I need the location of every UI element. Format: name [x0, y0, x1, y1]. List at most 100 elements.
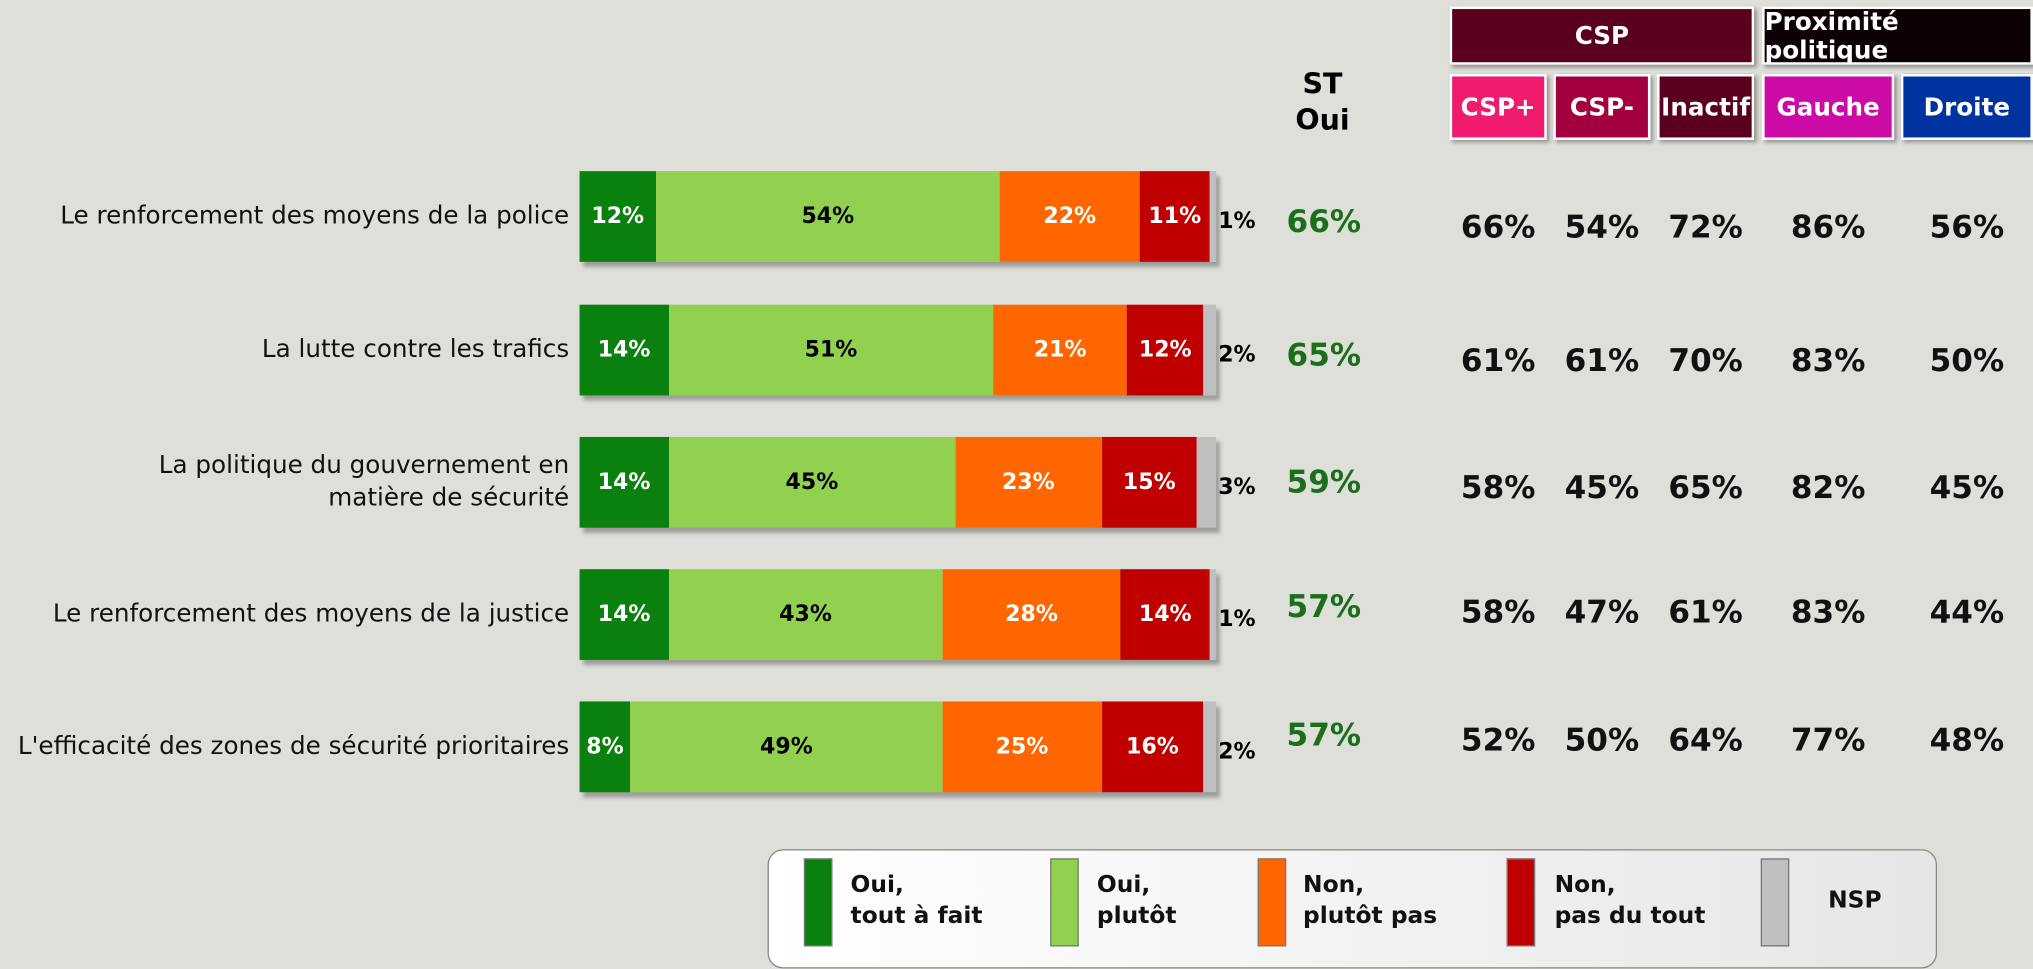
- table-value: 50%: [1929, 342, 2005, 379]
- value-label: 49%: [760, 733, 813, 760]
- column-header: CSP+: [1449, 73, 1547, 141]
- bar-segment: [630, 701, 943, 793]
- bar-segment: [668, 304, 994, 396]
- table-value: 56%: [1929, 208, 2005, 246]
- bar-segment: [1101, 701, 1204, 793]
- table-value: 64%: [1668, 722, 1743, 759]
- st-oui-header: ST Oui: [1295, 68, 1350, 138]
- bar-segment: [999, 171, 1140, 262]
- table-value: 66%: [1460, 208, 1536, 246]
- legend-swatch: [1506, 858, 1536, 947]
- table-value: 45%: [1564, 469, 1640, 506]
- row-label: Le renforcement des moyens de la justice: [52, 599, 570, 629]
- value-label: 16%: [1126, 733, 1179, 760]
- table-value: 58%: [1460, 469, 1536, 506]
- bar: [579, 436, 1217, 528]
- column-header: Droite: [1900, 73, 2033, 141]
- value-label: 15%: [1122, 469, 1176, 496]
- bar-segment: [1203, 304, 1217, 396]
- value-label: 12%: [1138, 337, 1192, 364]
- st-oui-value: 59%: [1286, 464, 1362, 501]
- value-label: 1%: [1218, 606, 1256, 633]
- group-header: CSP: [1449, 6, 1755, 65]
- bar: [579, 701, 1217, 793]
- table-value: 45%: [1929, 469, 2005, 506]
- table-value: 72%: [1668, 208, 1743, 246]
- value-label: 43%: [779, 601, 832, 628]
- bar-segment: [1139, 171, 1210, 262]
- bar-segment: [579, 701, 631, 793]
- table-value: 61%: [1668, 593, 1743, 631]
- bar-segment: [942, 569, 1121, 660]
- bar: [579, 569, 1217, 660]
- bar-segment: [1120, 569, 1210, 660]
- value-label: 12%: [591, 203, 645, 230]
- table-value: 83%: [1790, 342, 1866, 379]
- bar-segment: [579, 304, 669, 396]
- bar: [579, 171, 1217, 262]
- st-oui-value: 57%: [1286, 588, 1362, 625]
- column-header: Inactif: [1657, 73, 1755, 141]
- legend-label: NSP: [1828, 886, 1882, 915]
- table-value: 83%: [1790, 593, 1866, 631]
- table-value: 61%: [1460, 342, 1536, 379]
- st-oui-value: 57%: [1286, 716, 1362, 754]
- value-label: 23%: [1001, 469, 1055, 496]
- value-label: 8%: [586, 733, 624, 760]
- value-label: 25%: [995, 733, 1049, 760]
- bar-segment: [1127, 304, 1204, 396]
- chart: Le renforcement des moyens de la police 1…: [18, 6, 2033, 969]
- legend-swatch: [1050, 858, 1079, 947]
- value-label: 11%: [1148, 203, 1202, 230]
- value-label: 54%: [801, 203, 855, 230]
- row-label: La lutte contre les trafics: [261, 335, 570, 364]
- column-header: Gauche: [1762, 73, 1895, 141]
- table-value: 61%: [1564, 342, 1640, 379]
- bar-segment: [655, 171, 1000, 262]
- bar-segment: [579, 569, 669, 660]
- value-label: 2%: [1218, 342, 1256, 369]
- legend-label: Oui, tout à fait: [850, 871, 983, 930]
- value-label: 3%: [1218, 474, 1256, 501]
- bar-segment: [993, 304, 1128, 396]
- bar-segment: [1197, 436, 1217, 528]
- bar-segment: [1203, 701, 1217, 793]
- group-header: Proximité politique: [1762, 6, 2033, 65]
- bar-segment: [579, 171, 656, 262]
- legend-label: Non, plutôt pas: [1303, 871, 1438, 930]
- table-value: 50%: [1564, 722, 1640, 759]
- value-label: 21%: [1033, 337, 1087, 364]
- bar-segment: [955, 436, 1102, 528]
- table-value: 52%: [1460, 722, 1536, 759]
- legend-swatch: [1760, 858, 1790, 947]
- value-label: 51%: [804, 337, 858, 364]
- bar-segment: [579, 436, 669, 528]
- value-label: 14%: [597, 601, 651, 628]
- bar-segment: [942, 701, 1102, 793]
- value-label: 2%: [1218, 739, 1256, 765]
- legend-swatch: [1257, 858, 1287, 947]
- table-value: 82%: [1790, 469, 1866, 506]
- legend-swatch: [803, 858, 833, 947]
- bar-segment: [668, 436, 956, 528]
- value-label: 45%: [785, 469, 839, 496]
- page: Le renforcement des moyens de la police 1…: [17, 6, 2033, 969]
- table-value: 77%: [1790, 722, 1866, 759]
- value-label: 1%: [1218, 208, 1256, 235]
- bar-segment: [1101, 436, 1198, 528]
- table-value: 58%: [1460, 593, 1536, 631]
- table-value: 65%: [1668, 469, 1743, 506]
- value-label: 14%: [597, 337, 651, 364]
- value-label: 28%: [1005, 601, 1058, 628]
- table-value: 54%: [1564, 208, 1640, 246]
- bar-segment: [1209, 569, 1217, 660]
- st-oui-value: 66%: [1286, 203, 1362, 240]
- row-label: Le renforcement des moyens de la police: [60, 201, 570, 231]
- table-value: 70%: [1668, 342, 1743, 379]
- st-oui-value: 65%: [1286, 337, 1362, 374]
- bar: [579, 304, 1217, 396]
- table-value: 44%: [1929, 593, 2005, 631]
- row-label: La politique du gouvernement en matière …: [158, 451, 570, 513]
- value-label: 14%: [597, 469, 651, 496]
- legend-label: Non, pas du tout: [1554, 871, 1706, 930]
